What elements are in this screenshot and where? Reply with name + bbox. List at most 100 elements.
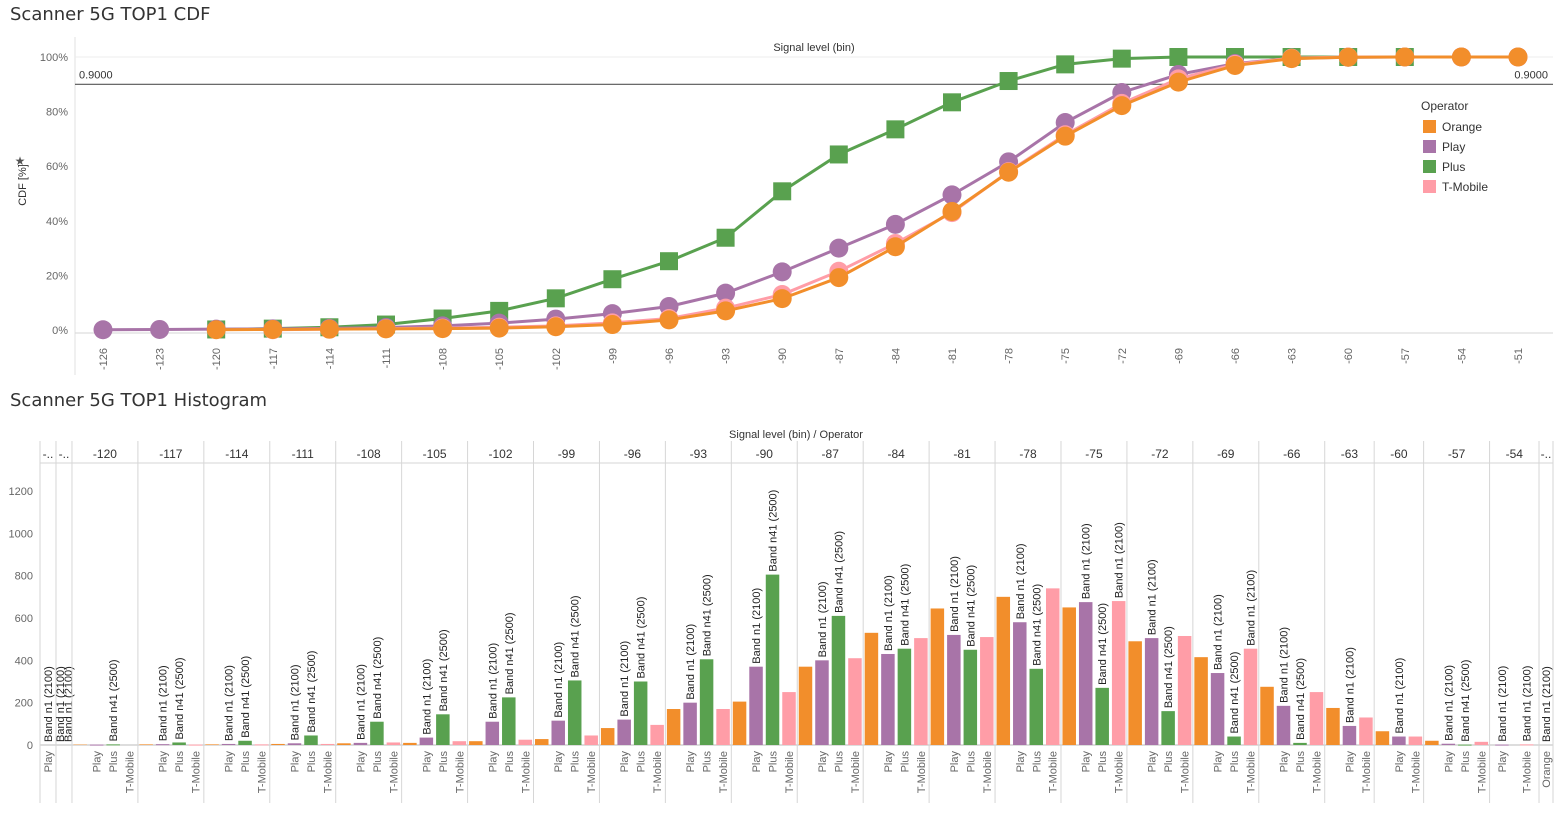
hist-bar-play <box>353 742 368 745</box>
cdf-ytick-label: 20% <box>46 270 68 282</box>
hist-operator-label: T-Mobile <box>982 751 994 793</box>
cdf-xtick-label: -120 <box>211 348 223 370</box>
hist-bar-label: Band n1 (2100) <box>1522 666 1534 742</box>
hist-bar-label: Band n1 (2100) <box>1541 666 1553 742</box>
hist-bar-plus <box>633 681 648 745</box>
hist-bar-label: Band n1 (2100) <box>553 642 565 718</box>
hist-operator-label: Plus <box>1295 751 1307 773</box>
cdf-ylabel: CDF [%] <box>17 164 29 206</box>
cdf-point-orange <box>1225 55 1245 75</box>
hist-ytick-label: 1200 <box>9 486 33 498</box>
cdf-point-orange <box>942 202 962 222</box>
hist-bin-label: -111 <box>292 447 315 461</box>
hist-operator-label: T-Mobile <box>1180 751 1192 793</box>
hist-bar-plus <box>1293 742 1307 745</box>
cdf-point-plus <box>773 182 792 201</box>
hist-operator-label: Play <box>1443 751 1455 773</box>
hist-ytick-label: 1000 <box>9 528 33 540</box>
cdf-point-orange <box>206 320 226 340</box>
hist-operator-label: T-Mobile <box>652 751 664 793</box>
pin-icon: ★ <box>15 154 26 168</box>
hist-bar-tmobile <box>386 742 401 745</box>
cdf-ytick-label: 40% <box>46 216 68 228</box>
hist-operator-label: Play <box>421 751 433 773</box>
cdf-point-orange <box>829 268 849 288</box>
hist-ytick-label: 200 <box>15 698 33 710</box>
hist-bar-tmobile <box>1045 588 1060 745</box>
cdf-point-orange <box>602 315 622 335</box>
hist-bar-label: Band n1 (2100) <box>55 666 67 742</box>
cdf-point-orange <box>433 319 453 339</box>
hist-operator-label: T-Mobile <box>1361 751 1373 793</box>
cdf-xtick-label: -90 <box>777 348 789 364</box>
cdf-xtick-label: -102 <box>551 348 563 370</box>
hist-bar-tmobile <box>320 743 335 745</box>
hist-operator-label: Play <box>685 751 697 773</box>
hist-bar-plus <box>1161 711 1175 745</box>
hist-bar-label: Band n41 (2500) <box>1460 660 1472 742</box>
hist-operator-label: T-Mobile <box>1476 751 1488 793</box>
hist-bar-orange <box>271 743 285 745</box>
hist-bar-orange <box>337 743 351 745</box>
hist-operator-label: Play <box>1279 751 1291 773</box>
hist-bar-orange <box>535 739 549 745</box>
hist-bin-label: -63 <box>1341 447 1359 461</box>
hist-bar-tmobile <box>518 739 533 745</box>
hist-bar-label: Band n1 (2100) <box>421 659 433 735</box>
hist-operator-label: Play <box>487 751 499 773</box>
hist-bar-label: Band n41 (2500) <box>1229 652 1241 734</box>
cdf-point-plus <box>603 270 622 289</box>
hist-bin-label: -84 <box>887 447 905 461</box>
hist-bar-label: Band n1 (2100) <box>43 666 55 742</box>
hist-bar-plus <box>963 649 978 745</box>
hist-bar-label: Band n41 (2500) <box>899 564 911 646</box>
cdf-point-orange <box>716 301 736 321</box>
hist-bar-orange <box>666 709 681 745</box>
cdf-ytick-label: 60% <box>46 161 68 173</box>
cdf-xtick-label: -117 <box>268 348 280 369</box>
hist-bin-label: -114 <box>225 447 248 461</box>
cdf-legend-label: Plus <box>1442 160 1465 174</box>
cdf-point-orange <box>263 319 283 339</box>
cdf-point-plus <box>660 252 678 271</box>
hist-bar-label: Band n41 (2500) <box>504 612 516 694</box>
hist-bar-plus <box>1458 744 1472 746</box>
hist-bar-label: Band n41 (2500) <box>1031 584 1043 666</box>
hist-operator-label: T-Mobile <box>1410 751 1422 793</box>
cdf-point-play <box>885 214 905 234</box>
cdf-xtick-label: -72 <box>1117 348 1129 364</box>
hist-bin-label: -120 <box>93 447 117 461</box>
hist-bar-play <box>1013 622 1027 745</box>
cdf-xtick-label: -69 <box>1173 348 1185 364</box>
histogram-chart: Signal level (bin) / Operator 0 200 400 600 8… <box>9 429 1554 803</box>
hist-bar-label: Band n41 (2500) <box>108 659 120 741</box>
hist-bar-tmobile <box>914 638 928 745</box>
hist-operator-label: T-Mobile <box>1048 751 1060 793</box>
cdf-reference-label-left: 0.9000 <box>79 69 113 81</box>
hist-operator-label: Play <box>158 751 170 773</box>
cdf-point-orange <box>546 317 566 337</box>
hist-bar-label: Band n41 (2500) <box>1097 603 1109 685</box>
hist-bin-label: -69 <box>1217 447 1235 461</box>
hist-bar-label: Band n41 (2500) <box>702 574 714 656</box>
cdf-xtick-label: -111 <box>381 348 393 368</box>
hist-bar-tmobile <box>980 637 994 745</box>
hist-operator-label: Plus <box>1163 751 1175 773</box>
cdf-xtick-label: -51 <box>1513 348 1525 364</box>
hist-bar-label: Band n1 (2100) <box>1279 627 1291 703</box>
hist-operator-label: T-Mobile <box>257 751 269 793</box>
hist-ytick-label: 600 <box>15 613 33 625</box>
hist-bar-play <box>617 719 631 745</box>
hist-bin-label: -57 <box>1448 447 1466 461</box>
hist-bar-plus <box>304 735 318 745</box>
hist-bin-label: -.. <box>59 447 70 461</box>
cdf-xtick-label: -105 <box>494 348 506 370</box>
hist-bar-label: Band n41 (2500) <box>438 629 450 711</box>
hist-ytick-label: 0 <box>27 740 33 752</box>
hist-bar-label: Band n1 (2100) <box>751 588 763 664</box>
hist-bar-play <box>1392 736 1406 745</box>
hist-bar-label: Band n1 (2100) <box>158 665 170 741</box>
hist-bar-play <box>419 737 434 745</box>
cdf-xtick-label: -99 <box>607 348 619 364</box>
hist-bin-label: -60 <box>1390 447 1408 461</box>
